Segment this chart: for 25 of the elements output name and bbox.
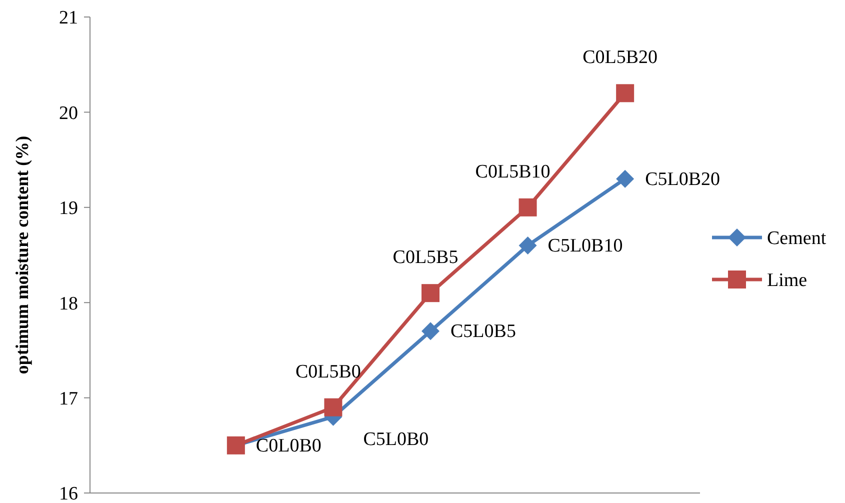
data-label: C5L0B20 — [645, 168, 720, 190]
data-label: C0L5B0 — [295, 361, 361, 382]
data-label: C5L0B10 — [548, 235, 623, 256]
point — [422, 284, 440, 302]
point — [324, 398, 342, 416]
y-tick-label: 20 — [59, 102, 78, 124]
point — [616, 170, 634, 188]
legend-label: Cement — [767, 228, 827, 250]
data-label: C0L0B0 — [256, 435, 322, 456]
point — [422, 322, 440, 340]
data-label: C5L0B5 — [450, 321, 516, 342]
y-tick-label: 16 — [59, 484, 78, 503]
data-label: C5L0B0 — [363, 428, 429, 450]
legend-label: Lime — [767, 270, 808, 292]
data-label: C0L5B10 — [475, 161, 550, 182]
data-label: C0L5B20 — [582, 47, 658, 68]
point — [518, 236, 537, 254]
y-tick-label: 21 — [59, 8, 78, 29]
y-tick-label: 18 — [59, 293, 78, 314]
y-tick-label: 19 — [59, 198, 78, 220]
y-axis-title: optimum moisture content (%) — [12, 136, 32, 374]
point — [518, 198, 537, 216]
y-tick-label: 17 — [59, 388, 78, 410]
point — [616, 84, 634, 102]
data-label: C0L5B5 — [392, 247, 458, 268]
